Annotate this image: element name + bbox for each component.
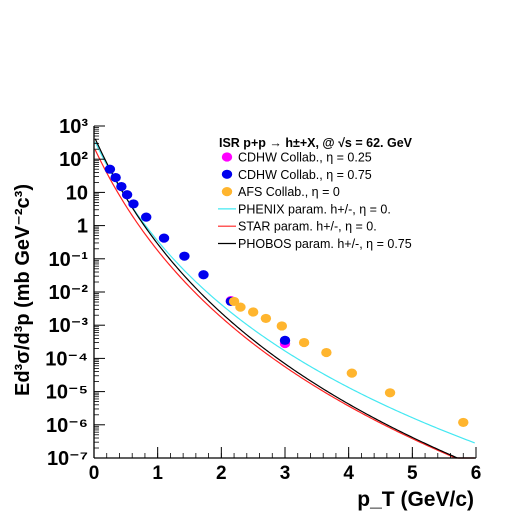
y-tick-label: 10⁻⁵ bbox=[46, 382, 88, 404]
data-point-cdhw-collab-0-75 bbox=[279, 335, 291, 345]
data-point-afs-collab-0 bbox=[260, 313, 272, 324]
markers-layer bbox=[104, 164, 469, 428]
legend-marker bbox=[221, 187, 233, 197]
y-ticks: 10³ 10² 10 1 10⁻¹ 10⁻² 10⁻³ 10⁻⁴ 10⁻⁵ 10⁻⁶ 10⁻⁷ bbox=[45, 116, 105, 470]
data-point-afs-collab-0 bbox=[235, 302, 246, 312]
legend-label: AFS Collab., η = 0 bbox=[238, 185, 340, 199]
y-tick-label: 10⁻² bbox=[49, 282, 89, 304]
data-point-cdhw-collab-0-75 bbox=[141, 212, 152, 222]
data-point-afs-collab-0 bbox=[247, 307, 259, 317]
legend-marker bbox=[221, 152, 233, 162]
legend-header: ISR p+p → h±+X, @ √s = 62. GeV bbox=[219, 136, 413, 150]
legend-label: CDHW Collab., η = 0.75 bbox=[238, 168, 372, 182]
data-point-cdhw-collab-0-75 bbox=[104, 164, 116, 174]
y-tick-label: 10⁻⁷ bbox=[47, 448, 88, 470]
x-tick-label: 0 bbox=[89, 463, 100, 484]
data-point-afs-collab-0 bbox=[276, 321, 288, 331]
x-axis-label: p_T (GeV/c) bbox=[357, 488, 474, 511]
data-point-cdhw-collab-0-75 bbox=[158, 233, 170, 243]
x-tick-label: 1 bbox=[152, 463, 163, 484]
y-tick-label: 10² bbox=[59, 149, 88, 171]
data-point-cdhw-collab-0-75 bbox=[116, 181, 127, 192]
data-point-afs-collab-0 bbox=[298, 337, 310, 348]
data-point-cdhw-collab-0-75 bbox=[198, 270, 209, 280]
data-point-afs-collab-0 bbox=[384, 388, 396, 398]
data-point-cdhw-collab-0-75 bbox=[179, 251, 190, 261]
y-tick-label: 10⁻¹ bbox=[49, 249, 89, 271]
y-tick-label: 10⁻³ bbox=[49, 315, 89, 337]
x-tick-label: 2 bbox=[216, 463, 227, 484]
y-axis-label: Ed³σ/d³p (mb GeV⁻²c³) bbox=[12, 184, 34, 396]
legend-label: STAR param. h+/-, η = 0. bbox=[238, 220, 377, 234]
legend-marker bbox=[221, 169, 233, 179]
x-tick-label: 3 bbox=[280, 463, 291, 484]
curve-star-param-h-0 bbox=[94, 149, 475, 459]
x-tick-label: 5 bbox=[407, 463, 418, 484]
y-tick-label: 10³ bbox=[59, 116, 88, 138]
y-tick-label: 10⁻⁴ bbox=[45, 348, 88, 370]
data-point-afs-collab-0 bbox=[321, 347, 332, 358]
y-tick-label: 10⁻⁶ bbox=[46, 415, 88, 437]
y-tick-label: 1 bbox=[77, 216, 88, 238]
data-point-afs-collab-0 bbox=[458, 417, 469, 428]
data-point-cdhw-collab-0-75 bbox=[121, 190, 133, 200]
curve-phobos-param-h-0-75 bbox=[94, 138, 475, 459]
data-point-cdhw-collab-0-75 bbox=[110, 172, 121, 183]
y-tick-label: 10 bbox=[66, 182, 88, 204]
data-point-cdhw-collab-0-75 bbox=[128, 199, 139, 209]
x-tick-label: 4 bbox=[343, 463, 354, 484]
legend-label: PHENIX param. h+/-, η = 0. bbox=[238, 202, 391, 216]
legend-label: CDHW Collab., η = 0.25 bbox=[238, 151, 372, 165]
x-ticks: 0 1 2 3 4 5 6 bbox=[89, 447, 482, 484]
data-point-afs-collab-0 bbox=[346, 368, 358, 378]
x-tick-label: 6 bbox=[471, 463, 482, 484]
curves-layer bbox=[94, 138, 475, 459]
data-point-afs-collab-0 bbox=[228, 296, 240, 307]
curve-phenix-param-h-0 bbox=[94, 141, 475, 444]
legend-label: PHOBOS param. h+/-, η = 0.75 bbox=[238, 237, 412, 251]
